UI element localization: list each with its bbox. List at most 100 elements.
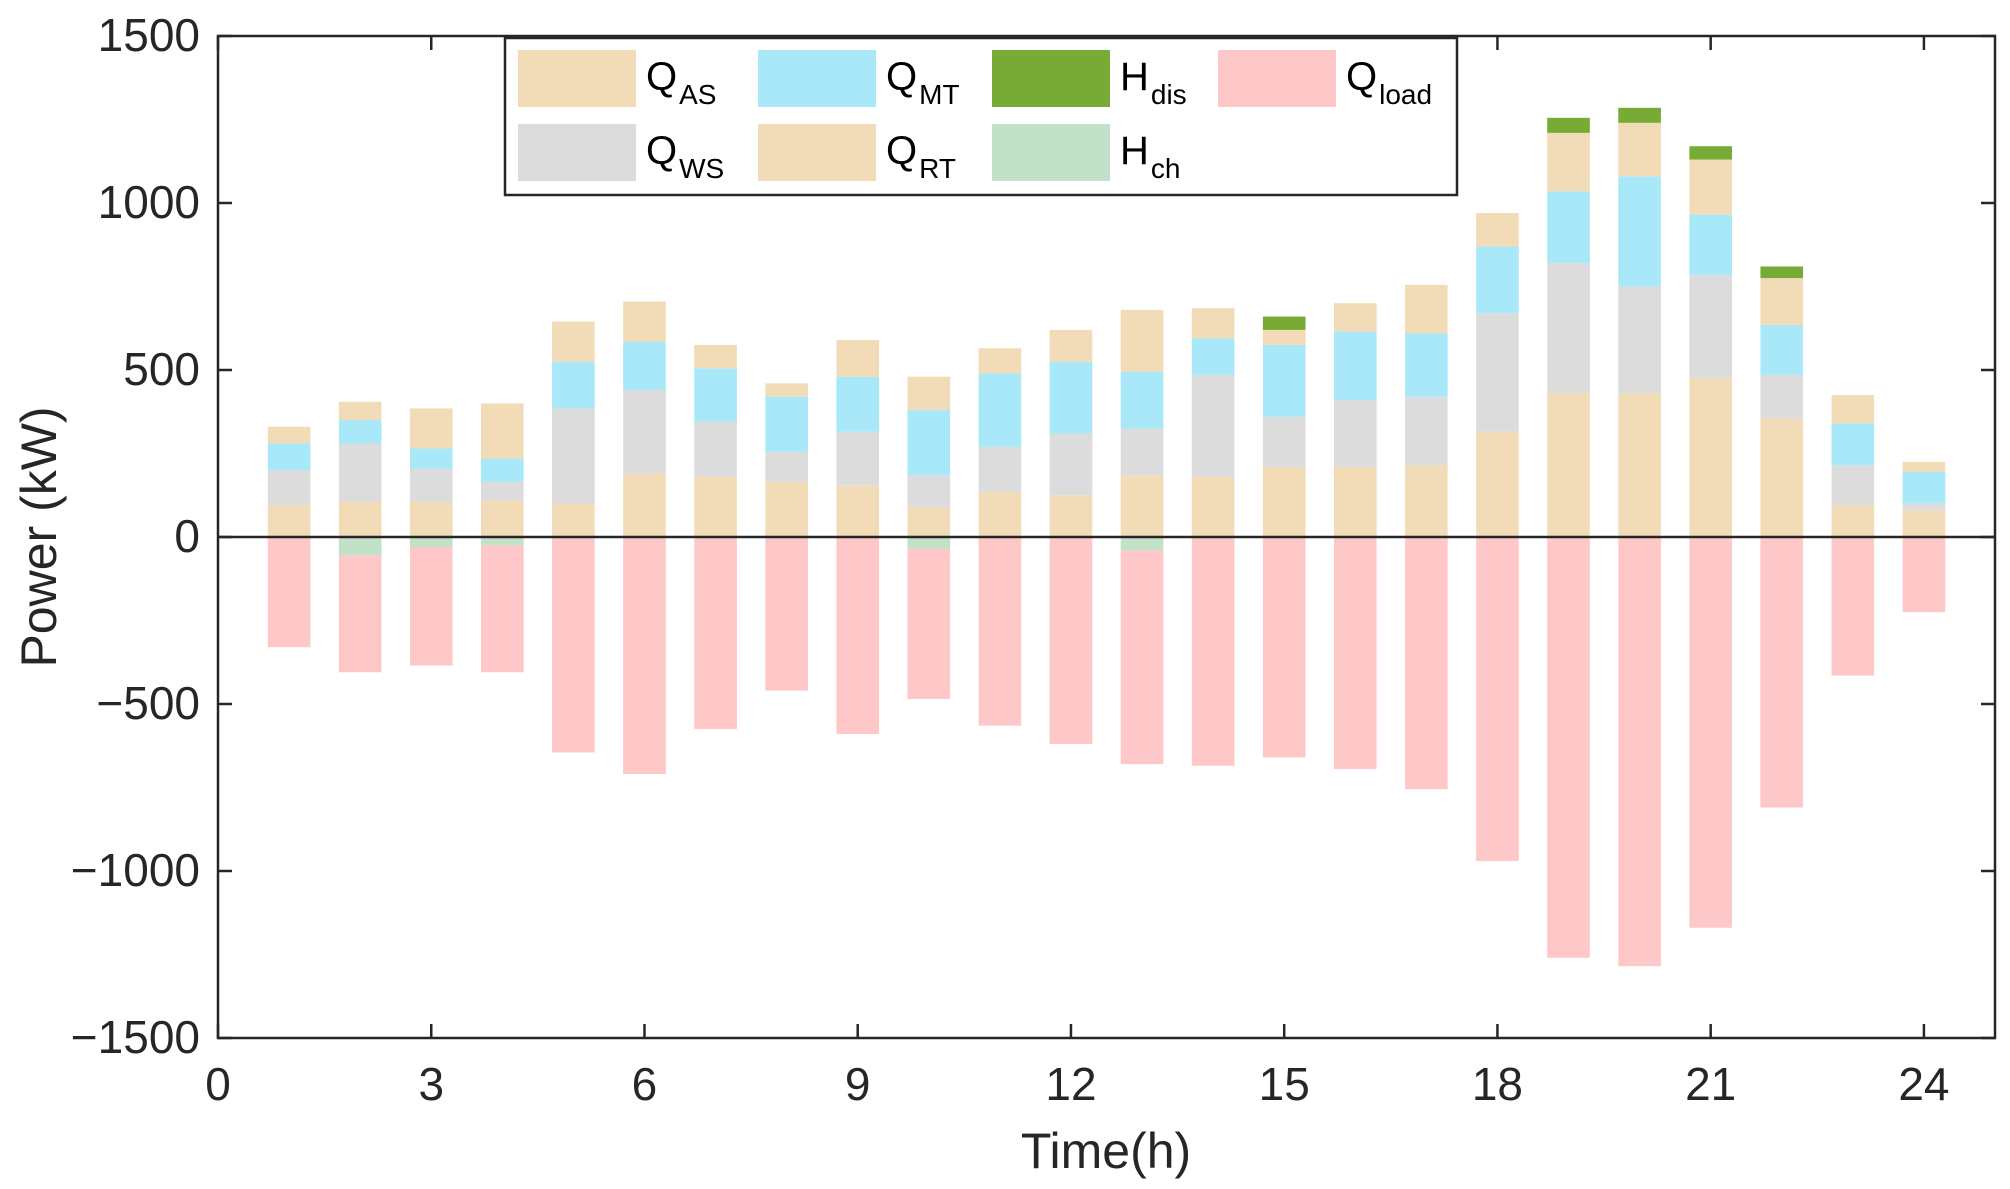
bar-qmt-h14 (1191, 338, 1235, 376)
bar-qmt-h12 (1049, 361, 1093, 434)
bar-hch-h3 (409, 537, 453, 548)
bar-qload-h13 (1120, 550, 1164, 765)
bar-qload-h23 (1831, 537, 1875, 676)
bar-qws-h8 (765, 451, 808, 482)
bar-qload-h5 (552, 537, 595, 753)
bar-qrt-h24 (1902, 461, 1946, 472)
bar-qrt-h11 (978, 348, 1022, 374)
bar-qmt-h10 (907, 410, 951, 476)
bar-qws-h7 (694, 421, 737, 477)
bar-qload-h24 (1902, 537, 1946, 613)
bar-qrt-h14 (1191, 308, 1235, 339)
legend-swatch-qws (518, 124, 636, 181)
bar-qws-h20 (1618, 286, 1661, 394)
bar-qrt-h23 (1831, 395, 1875, 424)
bar-qrt-h12 (1049, 329, 1093, 362)
bar-qload-h4 (481, 545, 524, 673)
bar-qas-h18 (1476, 431, 1519, 537)
bar-qrt-h17 (1405, 284, 1448, 334)
bar-qload-h2 (338, 555, 382, 673)
bar-qws-h1 (267, 470, 311, 506)
bar-qload-h14 (1191, 537, 1235, 766)
bar-qas-h17 (1405, 465, 1448, 537)
bar-qas-h1 (267, 505, 311, 537)
legend-label-hdis: Hdis (1120, 55, 1187, 110)
ticks: 0 3 6 9 12 15 18 21 24 −1500 −1000 −500 0 500 1000 1500 (71, 9, 1995, 1110)
bar-qas-h6 (623, 473, 666, 537)
bar-hdis-h20 (1618, 107, 1661, 123)
bars (267, 107, 1946, 967)
bar-qload-h15 (1262, 537, 1306, 758)
x-tick-label-12: 12 (1045, 1058, 1096, 1110)
bar-qws-h14 (1191, 375, 1235, 477)
y-tick-label-3: 0 (174, 510, 200, 562)
x-tick-label-3: 3 (418, 1058, 444, 1110)
bar-qrt-h22 (1760, 278, 1804, 325)
legend-swatch-qmt (758, 50, 876, 107)
y-axis-title: Power (kW) (11, 406, 67, 667)
bar-qas-h5 (552, 503, 595, 537)
bar-qrt-h16 (1333, 303, 1377, 332)
bar-qmt-h5 (552, 361, 595, 409)
bar-qws-h6 (623, 390, 666, 474)
bar-qmt-h19 (1547, 191, 1590, 264)
x-tick-label-0: 0 (205, 1058, 231, 1110)
bar-hch-h10 (907, 537, 951, 549)
bar-hch-h4 (481, 537, 524, 546)
bar-qmt-h21 (1689, 214, 1733, 275)
bar-qload-h9 (836, 537, 880, 735)
bar-qload-h6 (623, 537, 666, 775)
bar-qas-h11 (978, 491, 1022, 537)
legend-label-qmt: QMT (886, 55, 960, 110)
bar-hdis-h19 (1547, 117, 1590, 133)
x-tick-label-15: 15 (1259, 1058, 1310, 1110)
y-tick-label-4: 500 (123, 343, 200, 395)
bar-qws-h16 (1333, 400, 1377, 467)
x-tick-label-21: 21 (1685, 1058, 1736, 1110)
bar-qload-h19 (1547, 537, 1590, 958)
bar-qload-h17 (1405, 537, 1448, 790)
bar-qrt-h1 (267, 426, 311, 444)
bar-qmt-h2 (338, 420, 382, 444)
bar-qws-h12 (1049, 433, 1093, 496)
bar-qload-h12 (1049, 537, 1093, 745)
bar-qas-h12 (1049, 495, 1093, 537)
bar-qas-h14 (1191, 476, 1235, 537)
bar-qload-h16 (1333, 537, 1377, 770)
bar-qas-h20 (1618, 393, 1661, 537)
legend-label-hch: Hch (1120, 129, 1180, 184)
bar-qas-h19 (1547, 393, 1590, 537)
bar-qmt-h15 (1262, 344, 1306, 417)
bar-qload-h11 (978, 537, 1022, 726)
bar-qload-h18 (1476, 537, 1519, 861)
bar-qrt-h21 (1689, 159, 1733, 215)
bar-qrt-h15 (1262, 329, 1306, 345)
bar-qmt-h23 (1831, 423, 1875, 466)
legend-swatch-qrt (758, 124, 876, 181)
bar-qws-h3 (409, 468, 453, 502)
bar-qmt-h7 (694, 368, 737, 422)
bar-qrt-h18 (1476, 213, 1519, 247)
bar-qmt-h22 (1760, 324, 1804, 376)
x-tick-label-24: 24 (1898, 1058, 1949, 1110)
bar-qws-h13 (1120, 428, 1164, 476)
bar-qload-h8 (765, 537, 808, 691)
x-tick-label-9: 9 (845, 1058, 871, 1110)
bar-qrt-h20 (1618, 122, 1661, 177)
bar-qmt-h18 (1476, 246, 1519, 314)
bar-qload-h10 (907, 548, 951, 699)
bar-qws-h10 (907, 475, 951, 507)
legend-label-qrt: QRT (886, 129, 956, 184)
bar-qload-h21 (1689, 537, 1733, 928)
bar-qws-h9 (836, 431, 880, 486)
bar-qas-h13 (1120, 475, 1164, 537)
bar-qws-h19 (1547, 263, 1590, 394)
bar-qas-h8 (765, 481, 808, 537)
bar-qmt-h17 (1405, 333, 1448, 397)
bar-qas-h16 (1333, 466, 1377, 537)
bar-qrt-h19 (1547, 132, 1590, 192)
legend-label-qws: QWS (646, 129, 724, 184)
bar-qload-h1 (267, 537, 311, 648)
bar-qrt-h3 (409, 408, 453, 449)
